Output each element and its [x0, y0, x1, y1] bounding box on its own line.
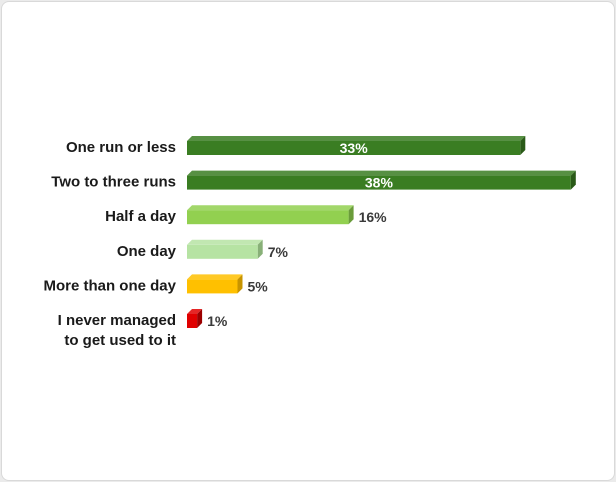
bar [187, 279, 238, 294]
bar-side-face [237, 274, 243, 294]
category-label: Half a day [105, 208, 177, 225]
category-label: to get used to it [64, 332, 176, 349]
data-label: 33% [340, 140, 369, 156]
bar-top-face [187, 170, 576, 176]
bar-top-face [187, 205, 354, 211]
bar-side-face [520, 136, 526, 155]
bar-top-face [187, 239, 263, 245]
bar-side-face [570, 170, 576, 190]
bar [187, 314, 198, 328]
bar-top-face [187, 274, 243, 280]
bar-side-face [348, 205, 354, 225]
category-label: Two to three runs [51, 174, 176, 191]
category-label: I never managed [58, 312, 176, 329]
bar-top-face [187, 136, 526, 141]
data-label: 1% [207, 313, 228, 329]
bar-side-face [197, 309, 203, 328]
bar [187, 175, 571, 190]
data-label: 16% [359, 209, 388, 225]
category-label: One day [117, 243, 177, 260]
category-label: More than one day [43, 277, 176, 294]
data-label: 7% [268, 244, 289, 260]
bar-top-face [187, 309, 203, 314]
bar [187, 141, 521, 155]
bar [187, 210, 349, 225]
bar [187, 244, 258, 259]
data-label: 38% [365, 175, 394, 191]
bar-side-face [257, 239, 263, 259]
category-label: One run or less [66, 139, 176, 156]
data-label: 5% [248, 278, 269, 294]
